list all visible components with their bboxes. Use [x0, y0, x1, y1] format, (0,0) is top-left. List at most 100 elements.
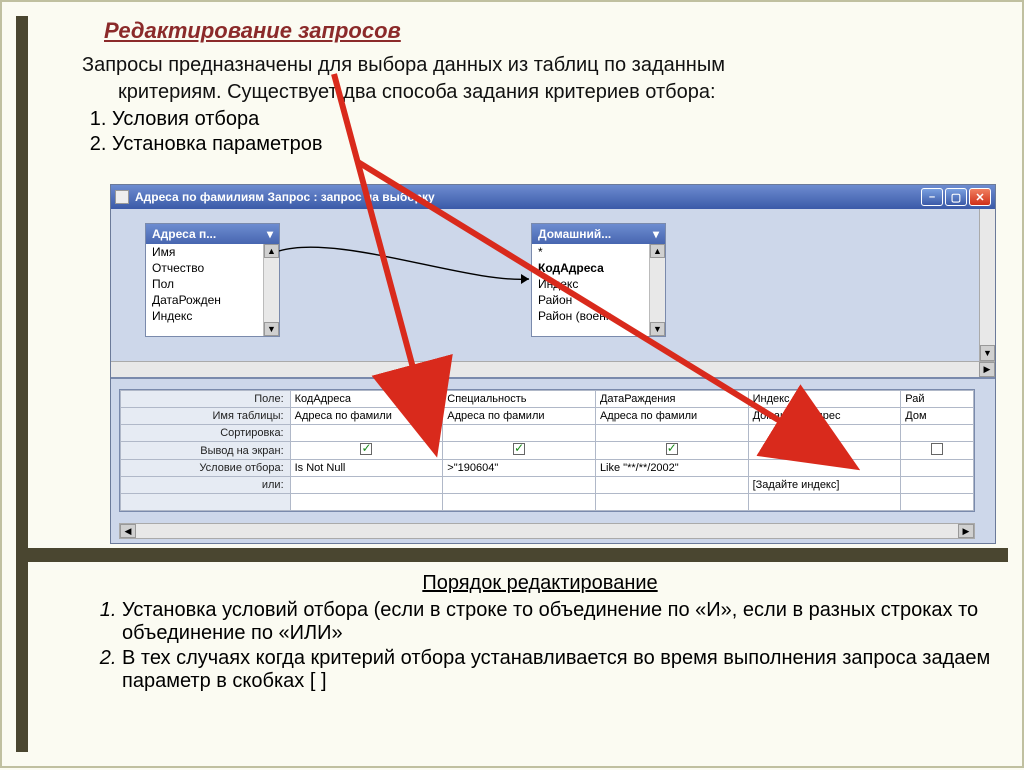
upper-pane-vscroll[interactable]: ▼ — [979, 209, 995, 361]
lower-item-2-text: В тех случаях когда критерий отбора уста… — [122, 647, 990, 692]
field-row[interactable]: Имя — [146, 244, 279, 260]
show-checkbox[interactable] — [595, 442, 748, 460]
grid-cell[interactable] — [748, 494, 901, 511]
field-row[interactable]: Индекс — [146, 308, 279, 324]
grid-cell[interactable] — [901, 460, 974, 477]
grid-cell[interactable]: Адреса по фамили — [443, 408, 596, 425]
show-checkbox[interactable] — [901, 442, 974, 460]
scroll-down-icon[interactable]: ▼ — [650, 322, 665, 336]
methods-list: Условия отбора Установка параметров — [112, 108, 998, 156]
minimize-button[interactable]: – — [921, 188, 943, 206]
field-list-scrollbar[interactable]: ▲ ▼ — [263, 244, 279, 336]
field-row[interactable]: Район — [532, 292, 665, 308]
field-list-addresses-title[interactable]: Адреса п... ▾ — [146, 224, 279, 244]
grid-cell[interactable] — [290, 425, 443, 442]
slide-left-bar — [16, 16, 28, 752]
grid-row-sort: Сортировка: — [121, 425, 974, 442]
grid-cell[interactable]: ДатаРаждения — [595, 391, 748, 408]
intro-paragraph: Запросы предназначены для выбора данных … — [82, 52, 998, 106]
field-row[interactable]: Отчество — [146, 260, 279, 276]
window-title: Адреса по фамилиям Запрос : запрос на вы… — [135, 190, 435, 204]
grid-row-table: Имя таблицы: Адреса по фамили Адреса по … — [121, 408, 974, 425]
row-label — [121, 494, 291, 511]
scroll-up-icon[interactable]: ▲ — [264, 244, 279, 258]
field-row[interactable]: ДатаРожден — [146, 292, 279, 308]
grid-cell[interactable]: [Задайте индекс] — [748, 477, 901, 494]
scroll-up-icon[interactable]: ▲ — [650, 244, 665, 258]
window-icon — [115, 190, 129, 204]
grid-cell[interactable] — [901, 425, 974, 442]
field-list-scrollbar[interactable]: ▲ ▼ — [649, 244, 665, 336]
maximize-button[interactable]: ▢ — [945, 188, 967, 206]
grid-row-or: или: [Задайте индекс] — [121, 477, 974, 494]
intro-line-2: критериям. Существует два способа задани… — [118, 79, 998, 106]
row-label: Сортировка: — [121, 425, 291, 442]
close-button[interactable]: ✕ — [969, 188, 991, 206]
grid-cell[interactable]: >"190604" — [443, 460, 596, 477]
method-item-2: Установка параметров — [112, 133, 998, 156]
grid-cell[interactable]: Дом — [901, 408, 974, 425]
upper-pane-hscroll[interactable]: ▶ — [111, 361, 995, 377]
grid-cell[interactable] — [748, 460, 901, 477]
field-list-home[interactable]: Домашний... ▾ * КодАдреса Индекс Район Р… — [531, 223, 666, 337]
intro-line-1: Запросы предназначены для выбора данных … — [82, 54, 725, 76]
field-list-home-title[interactable]: Домашний... ▾ — [532, 224, 665, 244]
design-grid-pane: Поле: КодАдреса Специальность ДатаРажден… — [111, 379, 995, 543]
grid-cell[interactable]: Like "**/**/2002" — [595, 460, 748, 477]
slide-lower-text: Порядок редактирование Установка условий… — [82, 572, 998, 695]
field-list-home-title-text: Домашний... — [538, 227, 611, 241]
chevron-down-icon: ▾ — [267, 227, 273, 241]
slide-title: Редактирование запросов — [104, 18, 998, 44]
scroll-left-icon[interactable]: ◀ — [120, 524, 136, 538]
lower-title: Порядок редактирование — [82, 572, 998, 595]
grid-cell[interactable] — [595, 494, 748, 511]
window-titlebar[interactable]: Адреса по фамилиям Запрос : запрос на вы… — [111, 185, 995, 209]
grid-cell[interactable]: Адреса по фамили — [595, 408, 748, 425]
grid-cell[interactable] — [290, 494, 443, 511]
grid-cell[interactable]: Is Not Null — [290, 460, 443, 477]
field-list-addresses[interactable]: Адреса п... ▾ Имя Отчество Пол ДатаРожде… — [145, 223, 280, 337]
design-grid[interactable]: Поле: КодАдреса Специальность ДатаРажден… — [119, 389, 975, 512]
field-row[interactable]: Пол — [146, 276, 279, 292]
grid-cell[interactable]: Специальность — [443, 391, 596, 408]
field-row[interactable]: Район (военк — [532, 308, 665, 324]
field-row[interactable]: Индекс — [532, 276, 665, 292]
grid-cell[interactable] — [901, 477, 974, 494]
show-checkbox[interactable] — [290, 442, 443, 460]
grid-cell[interactable] — [595, 477, 748, 494]
scroll-right-icon[interactable]: ▶ — [958, 524, 974, 538]
method-item-1: Условия отбора — [112, 108, 998, 131]
field-row[interactable]: * — [532, 244, 665, 260]
relationship-line — [279, 239, 535, 289]
grid-cell[interactable]: КодАдреса — [290, 391, 443, 408]
grid-cell[interactable]: Рай — [901, 391, 974, 408]
slide-mid-bar — [16, 548, 1008, 562]
grid-cell[interactable]: Индекс — [748, 391, 901, 408]
grid-cell[interactable]: Домашний адрес — [748, 408, 901, 425]
scroll-down-icon[interactable]: ▼ — [980, 345, 995, 361]
grid-row-criteria: Условие отбора: Is Not Null >"190604" Li… — [121, 460, 974, 477]
grid-cell[interactable] — [290, 477, 443, 494]
grid-cell[interactable] — [748, 425, 901, 442]
grid-row-field: Поле: КодАдреса Специальность ДатаРажден… — [121, 391, 974, 408]
grid-cell[interactable] — [443, 494, 596, 511]
grid-cell[interactable] — [443, 477, 596, 494]
scroll-right-icon[interactable]: ▶ — [979, 362, 995, 377]
grid-cell[interactable] — [901, 494, 974, 511]
field-list-home-body[interactable]: * КодАдреса Индекс Район Район (военк ▲ … — [532, 244, 665, 336]
grid-cell[interactable]: Адреса по фамили — [290, 408, 443, 425]
field-list-addresses-body[interactable]: Имя Отчество Пол ДатаРожден Индекс ▲ ▼ — [146, 244, 279, 336]
grid-row-extra — [121, 494, 974, 511]
scroll-down-icon[interactable]: ▼ — [264, 322, 279, 336]
row-label: Вывод на экран: — [121, 442, 291, 460]
grid-hscroll[interactable]: ◀ ▶ — [119, 523, 975, 539]
show-checkbox[interactable] — [748, 442, 901, 460]
grid-cell[interactable] — [595, 425, 748, 442]
show-checkbox[interactable] — [443, 442, 596, 460]
row-label: или: — [121, 477, 291, 494]
grid-cell[interactable] — [443, 425, 596, 442]
tables-pane: Адреса п... ▾ Имя Отчество Пол ДатаРожде… — [111, 209, 995, 379]
grid-row-show: Вывод на экран: — [121, 442, 974, 460]
lower-item-2: В тех случаях когда критерий отбора уста… — [122, 647, 998, 693]
field-row[interactable]: КодАдреса — [532, 260, 665, 276]
